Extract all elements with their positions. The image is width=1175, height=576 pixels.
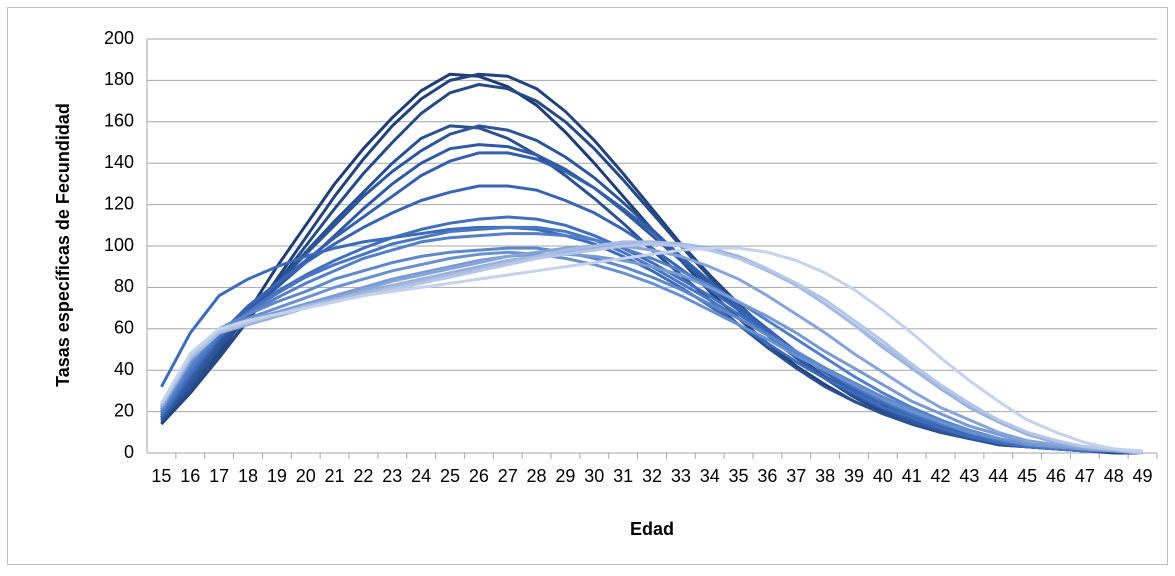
x-tick-label: 36 (757, 466, 777, 486)
x-tick-label: 26 (469, 466, 489, 486)
series-line (160, 225, 1143, 455)
x-tick-label: 17 (209, 466, 229, 486)
x-tick-label: 38 (815, 466, 835, 486)
x-tick-label: 34 (700, 466, 720, 486)
x-tick-label: 32 (642, 466, 662, 486)
x-tick-label: 27 (498, 466, 518, 486)
x-tick-label: 43 (959, 466, 979, 486)
y-tick-label: 0 (124, 442, 134, 462)
x-tick-label: 37 (786, 466, 806, 486)
x-tick-label: 21 (325, 466, 345, 486)
y-tick-label: 180 (104, 69, 134, 89)
x-tick-label: 24 (411, 466, 431, 486)
x-tick-label: 44 (988, 466, 1008, 486)
x-tick-label: 25 (440, 466, 460, 486)
y-axis-label: Tasas específicas de Fecundidad (53, 103, 73, 387)
x-tick-label: 20 (296, 466, 316, 486)
series-line (160, 246, 1143, 453)
x-tick-label: 45 (1017, 466, 1037, 486)
x-tick-label: 28 (527, 466, 547, 486)
x-axis-label: Edad (630, 519, 674, 539)
y-tick-label: 120 (104, 193, 134, 213)
x-tick-label: 41 (902, 466, 922, 486)
series-line (160, 252, 1143, 455)
x-tick-label: 22 (353, 466, 373, 486)
y-tick-label: 60 (114, 318, 134, 338)
y-tick-label: 40 (114, 359, 134, 379)
y-tick-label: 140 (104, 152, 134, 172)
x-tick-label: 29 (555, 466, 575, 486)
x-tick-label: 35 (729, 466, 749, 486)
y-tick-label: 20 (114, 400, 134, 420)
x-tick-label: 39 (844, 466, 864, 486)
x-tick-label: 42 (931, 466, 951, 486)
series-line (160, 250, 1143, 455)
x-tick-label: 23 (382, 466, 402, 486)
x-tick-label: 48 (1104, 466, 1124, 486)
y-tick-label: 80 (114, 276, 134, 296)
chart-border (7, 7, 1168, 565)
x-tick-label: 16 (180, 466, 200, 486)
x-tick-label: 30 (584, 466, 604, 486)
x-tick-label: 40 (873, 466, 893, 486)
x-tick-label: 31 (613, 466, 633, 486)
x-tick-label: 18 (238, 466, 258, 486)
y-tick-label: 160 (104, 111, 134, 131)
x-tick-label: 49 (1133, 466, 1153, 486)
x-tick-label: 19 (267, 466, 287, 486)
x-tick-label: 46 (1046, 466, 1066, 486)
x-tick-label: 33 (671, 466, 691, 486)
y-tick-label: 200 (104, 28, 134, 48)
x-tick-label: 15 (151, 466, 171, 486)
x-tick-label: 47 (1075, 466, 1095, 486)
y-tick-label: 100 (104, 235, 134, 255)
